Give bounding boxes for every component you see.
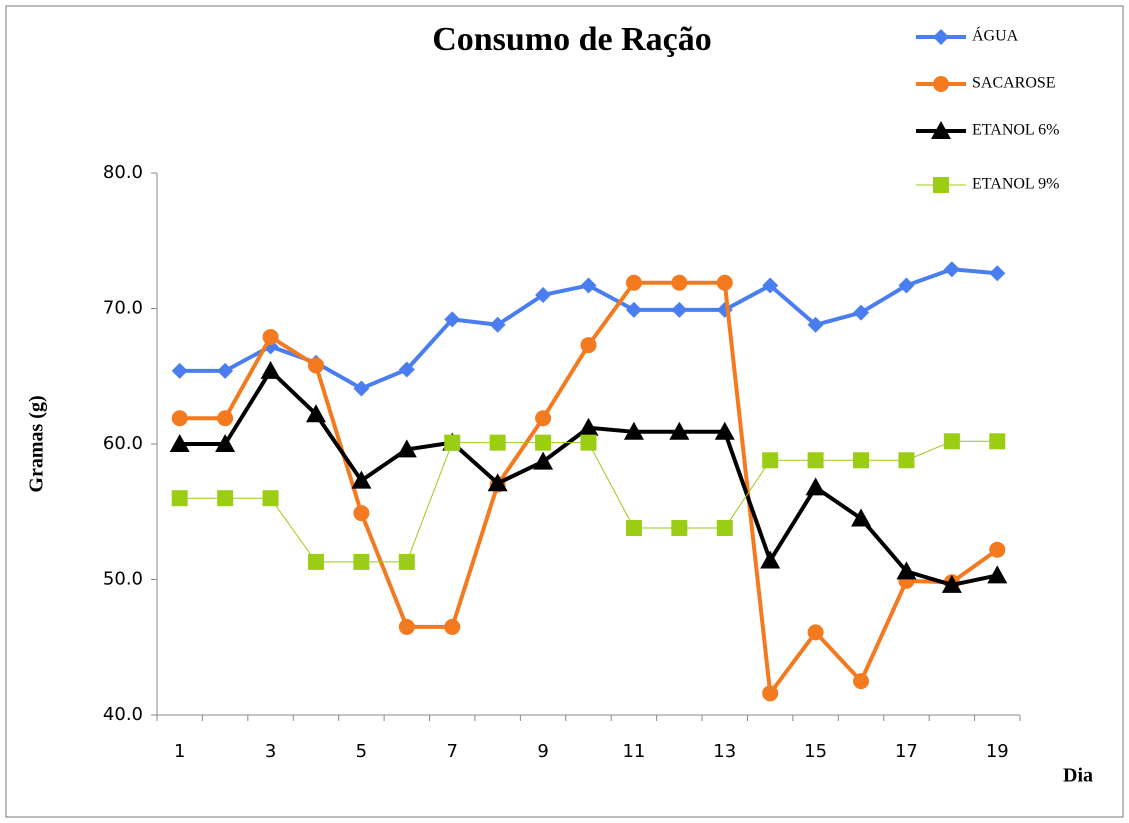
data-point [807, 316, 824, 333]
data-point [805, 477, 826, 496]
data-point [398, 553, 415, 570]
data-point [262, 328, 279, 345]
chart-title: Consumo de Ração [432, 21, 712, 58]
data-point [396, 439, 417, 458]
x-tick-label: 13 [713, 741, 736, 762]
y-axis-title: Gramas (g) [26, 395, 48, 492]
data-point [671, 274, 688, 291]
data-point [215, 434, 236, 452]
data-point [217, 410, 234, 427]
data-point [714, 421, 735, 440]
data-point [625, 274, 642, 291]
data-point [444, 434, 461, 451]
data-point [444, 618, 461, 635]
data-point [351, 470, 372, 489]
data-point [671, 301, 688, 318]
data-point [580, 277, 597, 294]
data-point [943, 433, 960, 450]
data-point [760, 550, 781, 569]
data-point [853, 452, 870, 469]
y-tick-label: 70.0 [103, 298, 143, 319]
data-point [898, 452, 915, 469]
data-point [625, 520, 642, 537]
data-point [353, 505, 370, 522]
legend-marker [933, 76, 949, 92]
legend-marker [933, 29, 949, 45]
data-point [305, 404, 326, 423]
data-point [487, 473, 508, 492]
data-point [853, 673, 870, 690]
data-point [625, 301, 642, 318]
chart-border [5, 5, 1124, 818]
x-tick-label: 15 [804, 741, 827, 762]
x-tick-label: 11 [622, 741, 645, 762]
data-point [807, 624, 824, 641]
data-point [217, 490, 234, 507]
data-point [171, 362, 188, 379]
data-point [623, 421, 644, 440]
data-point [671, 520, 688, 537]
data-point [169, 434, 190, 452]
x-tick-label: 7 [447, 741, 458, 762]
x-tick-label: 9 [537, 741, 548, 762]
y-tick-label: 40.0 [103, 704, 143, 725]
data-point [535, 434, 552, 451]
data-point [762, 685, 779, 702]
data-point [353, 380, 370, 397]
data-point [398, 618, 415, 635]
legend-label: ETANOL 6% [972, 122, 1059, 139]
x-tick-label: 5 [356, 741, 367, 762]
data-point [307, 357, 324, 374]
data-point [535, 286, 552, 303]
data-point [217, 362, 234, 379]
data-point [989, 265, 1006, 282]
x-tick-label: 19 [986, 741, 1009, 762]
data-point [762, 452, 779, 469]
x-tick-label: 17 [895, 741, 918, 762]
data-point [580, 337, 597, 354]
y-tick-label: 60.0 [103, 433, 143, 454]
data-point [489, 316, 506, 333]
data-point [669, 421, 690, 440]
data-point [353, 553, 370, 570]
data-point [898, 277, 915, 294]
legend-label: ETANOL 9% [972, 176, 1059, 193]
data-point [896, 561, 917, 580]
x-axis-title: Dia [1063, 765, 1093, 787]
data-point [533, 451, 554, 470]
data-point [171, 410, 188, 427]
data-point [716, 520, 733, 537]
data-point [941, 574, 962, 593]
data-point [171, 490, 188, 507]
legend-label: SACAROSE [972, 75, 1056, 92]
x-tick-label: 3 [265, 741, 276, 762]
data-point [851, 508, 872, 527]
x-tick-label: 1 [174, 741, 185, 762]
data-point [716, 274, 733, 291]
y-tick-label: 80.0 [103, 162, 143, 183]
data-point [807, 452, 824, 469]
data-point [307, 553, 324, 570]
data-point [489, 434, 506, 451]
data-point [989, 541, 1006, 558]
data-point [989, 433, 1006, 450]
data-point [580, 434, 597, 451]
legend-label: ÁGUA [972, 26, 1019, 45]
data-point [535, 410, 552, 427]
data-point [987, 565, 1008, 584]
data-point [398, 361, 415, 378]
data-point [762, 277, 779, 294]
data-point [444, 311, 461, 328]
legend-marker [933, 177, 949, 193]
data-point [578, 417, 599, 436]
data-point [262, 490, 279, 507]
data-point [853, 304, 870, 321]
data-point [943, 261, 960, 278]
data-point [260, 360, 281, 379]
legend-marker [931, 121, 951, 139]
y-tick-label: 50.0 [103, 569, 143, 590]
